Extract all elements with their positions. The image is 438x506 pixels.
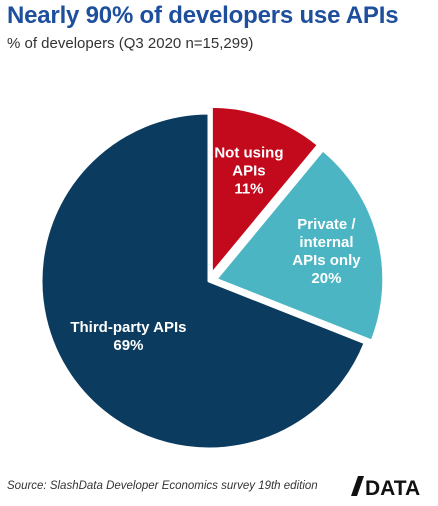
logo-text: DATA	[365, 477, 420, 498]
pie-slice-private-internal-apis-only	[214, 148, 386, 343]
pie-chart: Not using APIs 11%Private / internal APIs on…	[39, 104, 386, 451]
slashdata-logo: DATA	[351, 476, 420, 498]
slice-label-2: Third-party APIs 69%	[70, 319, 186, 354]
slice-label-1: Private / internal APIs only 20%	[292, 216, 361, 287]
slice-label-0: Not using APIs 11%	[214, 144, 283, 197]
chart-subtitle: % of developers (Q3 2020 n=15,299)	[7, 35, 254, 52]
source-note: Source: SlashData Developer Economics su…	[7, 480, 318, 492]
chart-title: Nearly 90% of developers use APIs	[7, 2, 399, 29]
pie-slice-third-party-apis	[39, 111, 367, 451]
pie-slice-not-using-apis	[209, 104, 320, 276]
